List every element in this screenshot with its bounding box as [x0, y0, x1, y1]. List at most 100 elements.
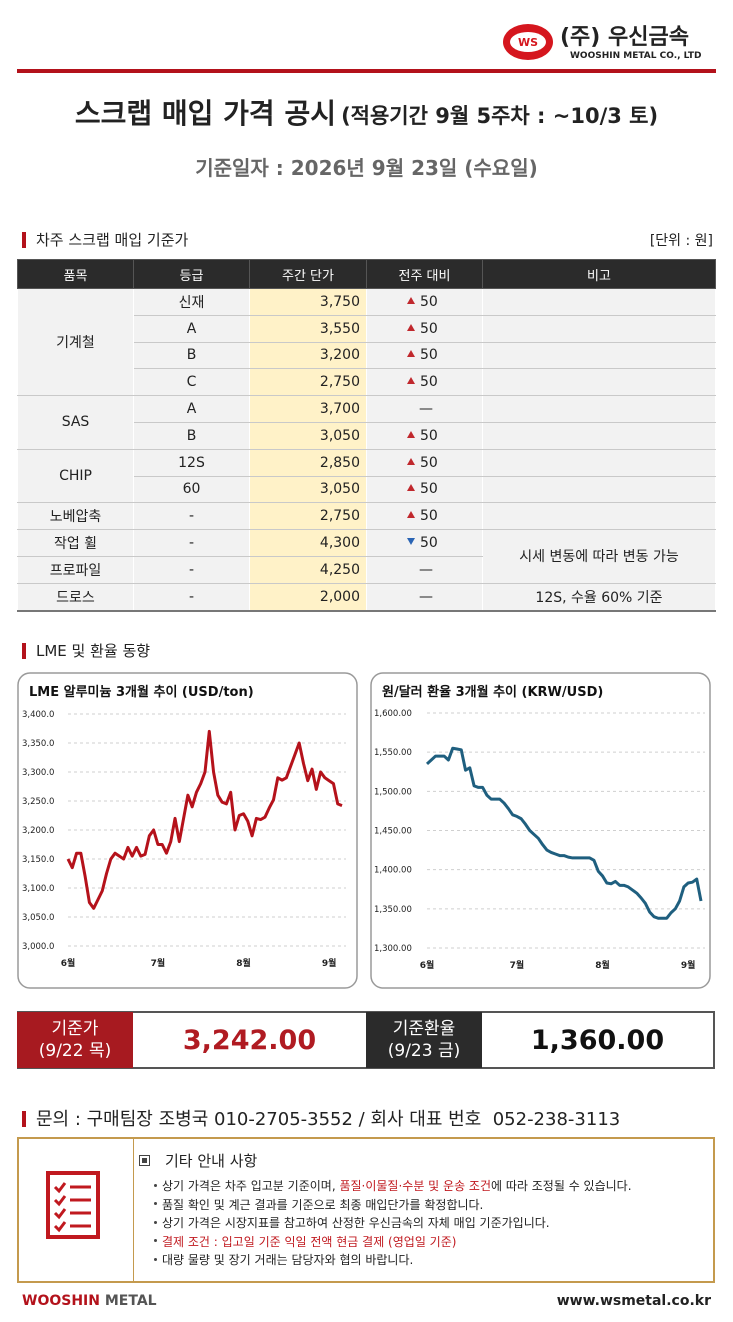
change: — [366, 395, 483, 423]
change-value: 50 [420, 535, 438, 552]
table-row: 드로스 -2,000 — 12S, 수율 60% 기준 [17, 582, 716, 612]
direction-arrow [407, 377, 415, 385]
price: 3,050 [249, 475, 367, 504]
table-row: 60 3,050 50 [18, 475, 716, 504]
notice-box-icon [139, 1155, 150, 1166]
notice-box [17, 1137, 715, 1283]
no-change: — [419, 588, 433, 605]
y-tick-label: 1,600.00 [374, 709, 412, 719]
footer-url: www.wsmetal.co.kr [556, 1293, 711, 1309]
column-header: 품목 [17, 259, 134, 289]
price: 2,000 [249, 582, 367, 612]
item: 드로스 [17, 582, 134, 612]
notice-divider [133, 1139, 134, 1281]
bullet [154, 1183, 157, 1187]
notice-item: 대량 물량 및 장기 거래는 담당자와 협의 바랍니다. [154, 1251, 632, 1270]
column-header: 주간 단가 [249, 259, 367, 289]
section-bar [22, 232, 26, 248]
note [482, 448, 716, 477]
table-row: B 3,200 50 [18, 341, 716, 370]
direction-arrow [407, 538, 415, 546]
section-heading: 차주 스크랩 매입 기준가 [36, 231, 189, 249]
base-date: 기준일자 : 2026년 9월 23일 (수요일) [195, 156, 538, 180]
panel-frame [17, 672, 358, 989]
x-tick-label: 6월 [420, 959, 435, 971]
change: 50 [366, 475, 483, 504]
data-line [425, 746, 703, 920]
item: 작업 휠 [17, 529, 134, 557]
header-rule [17, 69, 716, 73]
note [482, 421, 716, 450]
price: 3,050 [249, 421, 367, 450]
summary-label: 기준가 (9/22 목) [17, 1012, 133, 1068]
direction-arrow [407, 323, 415, 331]
y-tick-label: 3,400.0 [22, 710, 54, 720]
item: 노베압축 [17, 502, 134, 531]
change-value: 50 [420, 427, 438, 444]
price: 2,850 [249, 448, 367, 477]
price: 3,750 [249, 288, 367, 316]
column-header: 등급 [133, 259, 250, 289]
change: 50 [366, 502, 483, 531]
y-tick-label: 3,000.0 [22, 942, 54, 952]
grade: - [133, 582, 250, 612]
change: 50 [366, 529, 483, 557]
grade: 60 [133, 475, 250, 504]
y-tick-label: 1,350.00 [374, 905, 412, 915]
data-line [66, 729, 343, 910]
bullet [154, 1257, 157, 1261]
change: 50 [366, 341, 483, 370]
y-tick-label: 3,050.0 [22, 913, 54, 923]
table-body: 기계철 신재 3,750 50 A 3,550 50 B 3,200 50 C 2,750 50 SAS A… [17, 287, 716, 612]
change-value: 50 [420, 320, 438, 337]
icon-frame [46, 1171, 100, 1239]
bullet [154, 1239, 157, 1243]
direction-arrow [407, 457, 415, 465]
contact: 문의 : 구매팀장 조병국 010-2705-3552 / 회사 대표 번호 0… [36, 1109, 621, 1130]
y-tick-label: 1,300.00 [374, 944, 412, 954]
direction-arrow [407, 484, 415, 492]
change-value: 50 [420, 454, 438, 471]
item: SAS [17, 395, 134, 450]
grade: A [133, 395, 250, 423]
section-bar [22, 1111, 26, 1127]
x-tick-label: 8월 [236, 957, 251, 969]
column-header: 전주 대비 [366, 259, 483, 289]
change: 50 [366, 448, 483, 477]
date: (9/23 금) [387, 1041, 461, 1061]
grade: B [133, 421, 250, 450]
change: — [366, 582, 483, 612]
notice-item: 상기 가격은 차주 입고분 기준이며, 품질·이물질·수분 및 운송 조건에 따… [154, 1177, 632, 1196]
notice-item: 품질 확인 및 계근 결과를 기준으로 최종 매입단가를 확정합니다. [154, 1196, 632, 1215]
company-name: (주) 우신금속 [560, 25, 689, 50]
notice-item: 결제 조건 : 입고일 기준 익일 전액 현금 결제 (영업일 기준) [154, 1233, 632, 1252]
table-row: CHIP 12S 2,850 50 [17, 448, 716, 504]
grade: - [133, 502, 250, 531]
grade: - [133, 555, 250, 584]
notice-list: 상기 가격은 차주 입고분 기준이며, 품질·이물질·수분 및 운송 조건에 따… [154, 1177, 632, 1270]
y-tick-label: 3,350.0 [22, 739, 54, 749]
grade: 신재 [133, 288, 250, 316]
title: 스크랩 매입 가격 공시 [74, 97, 336, 130]
x-tick-label: 6월 [61, 957, 76, 969]
summary-value: 3,242.00 [182, 1024, 317, 1056]
direction-arrow [407, 430, 415, 438]
text: 품질 확인 및 계근 결과를 기준으로 최종 매입단가를 확정합니다. [162, 1197, 484, 1212]
price: 3,550 [249, 314, 367, 343]
change-value: 50 [420, 508, 438, 525]
y-tick-label: 3,250.0 [22, 797, 54, 807]
chart-title: 원/달러 환율 3개월 추이 (KRW/USD) [382, 684, 603, 700]
direction-arrow [407, 511, 415, 519]
price: 2,750 [249, 502, 367, 531]
text: 대량 물량 및 장기 거래는 담당자와 협의 바랍니다. [162, 1253, 414, 1268]
note: 12S, 수율 60% 기준 [482, 582, 716, 612]
logo-inner [510, 32, 546, 52]
section-bar [22, 643, 26, 659]
logo-mark: WS [503, 24, 553, 60]
highlight-text: 결제 조건 : 입고일 기준 익일 전액 현금 결제 (영업일 기준) [162, 1234, 457, 1249]
notice-title: 기타 안내 사항 [165, 1152, 258, 1170]
change-value: 50 [420, 374, 438, 391]
unit: [단위 : 원] [649, 233, 713, 249]
direction-arrow [407, 350, 415, 358]
